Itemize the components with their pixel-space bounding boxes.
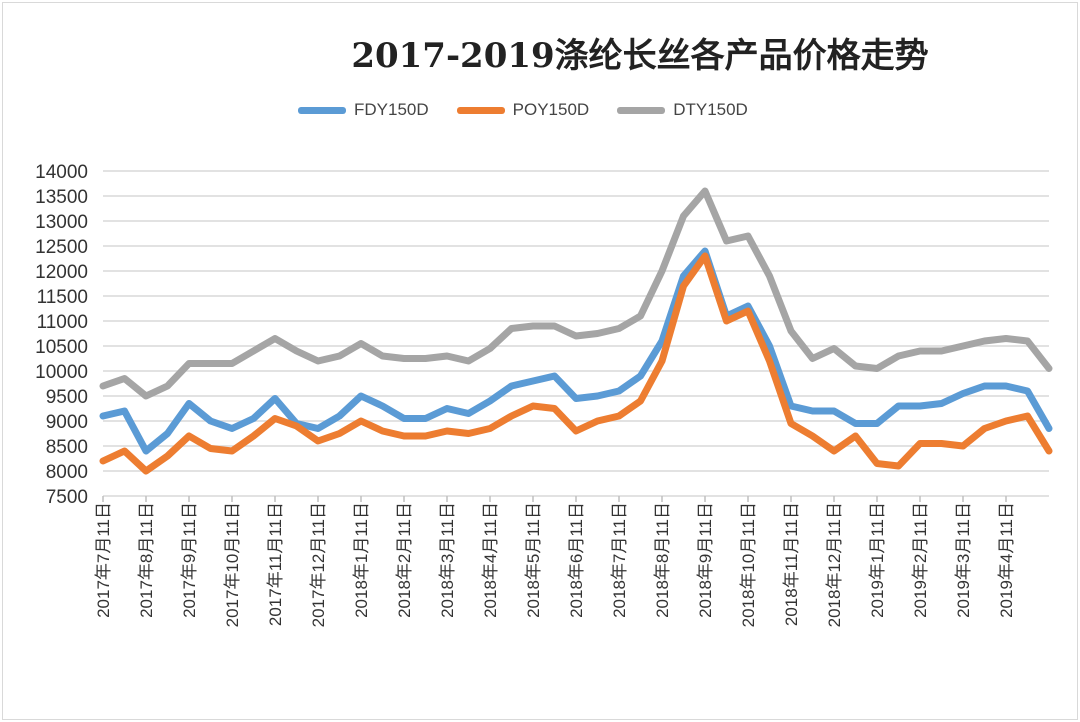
series-line-fdy150d (99, 247, 1053, 455)
legend-label: FDY150D (354, 100, 429, 119)
series-line-poy150d (99, 252, 1053, 475)
x-tick-label: 2018年5月11日 (524, 502, 543, 618)
chart-title: 2017-2019涤纶长丝各产品价格走势 (351, 36, 929, 76)
x-tick-label: 2018年4月11日 (481, 502, 500, 618)
x-tick-label: 2018年2月11日 (395, 502, 414, 618)
x-tick-label: 2018年11月11日 (782, 502, 801, 626)
x-tick-label: 2017年9月11日 (180, 502, 199, 618)
x-tick-label: 2018年7月11日 (610, 502, 629, 618)
x-tick-label: 2017年11月11日 (266, 502, 285, 626)
y-tick-label: 12000 (35, 262, 88, 283)
y-tick-label: 9500 (46, 387, 88, 408)
x-tick-label: 2018年6月11日 (567, 502, 586, 618)
x-tick-label: 2018年3月11日 (438, 502, 457, 618)
x-tick-label: 2019年1月11日 (868, 502, 887, 618)
legend-swatch (298, 106, 346, 114)
y-tick-label: 12500 (35, 237, 88, 258)
legend-swatch (456, 106, 505, 114)
x-tick-label: 2017年7月11日 (94, 502, 113, 618)
y-tick-label: 10500 (35, 337, 88, 358)
x-tick-label: 2019年4月11日 (997, 502, 1016, 618)
legend-label: POY150D (512, 100, 590, 119)
x-tick-label: 2019年2月11日 (911, 502, 930, 618)
y-tick-label: 8000 (46, 462, 88, 483)
y-tick-label: 10000 (35, 362, 88, 383)
legend-item-fdy: FDY150D (298, 100, 429, 120)
y-tick-label: 9000 (46, 412, 88, 433)
x-tick-label: 2018年1月11日 (352, 502, 371, 618)
y-tick-label: 7500 (46, 487, 88, 508)
x-tick-label: 2017年10月11日 (223, 502, 242, 627)
x-tick-label: 2017年12月11日 (309, 502, 328, 627)
legend-label: DTY150D (673, 100, 748, 119)
legend-swatch (617, 106, 666, 114)
y-tick-label: 14000 (35, 162, 88, 183)
x-tick-label: 2018年8月11日 (653, 502, 672, 618)
x-tick-label: 2018年12月11日 (825, 502, 844, 627)
series-line-dty150d (99, 187, 1053, 400)
x-tick-label: 2019年3月11日 (954, 502, 973, 618)
y-tick-label: 13500 (35, 187, 88, 208)
x-tick-label: 2018年10月11日 (739, 502, 758, 627)
y-tick-label: 13000 (35, 212, 88, 233)
y-tick-label: 8500 (46, 437, 88, 458)
x-tick-label: 2018年9月11日 (696, 502, 715, 618)
legend-item-dty: DTY150D (617, 100, 748, 120)
legend-item-poy: POY150D (456, 100, 590, 120)
x-tick-label: 2017年8月11日 (137, 502, 156, 618)
y-tick-label: 11500 (37, 287, 88, 308)
legend: FDY150D POY150D DTY150D (298, 100, 748, 120)
y-tick-label: 11000 (37, 312, 88, 333)
